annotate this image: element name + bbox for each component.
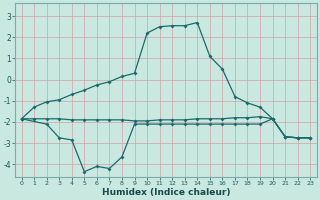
X-axis label: Humidex (Indice chaleur): Humidex (Indice chaleur) [102, 188, 230, 197]
